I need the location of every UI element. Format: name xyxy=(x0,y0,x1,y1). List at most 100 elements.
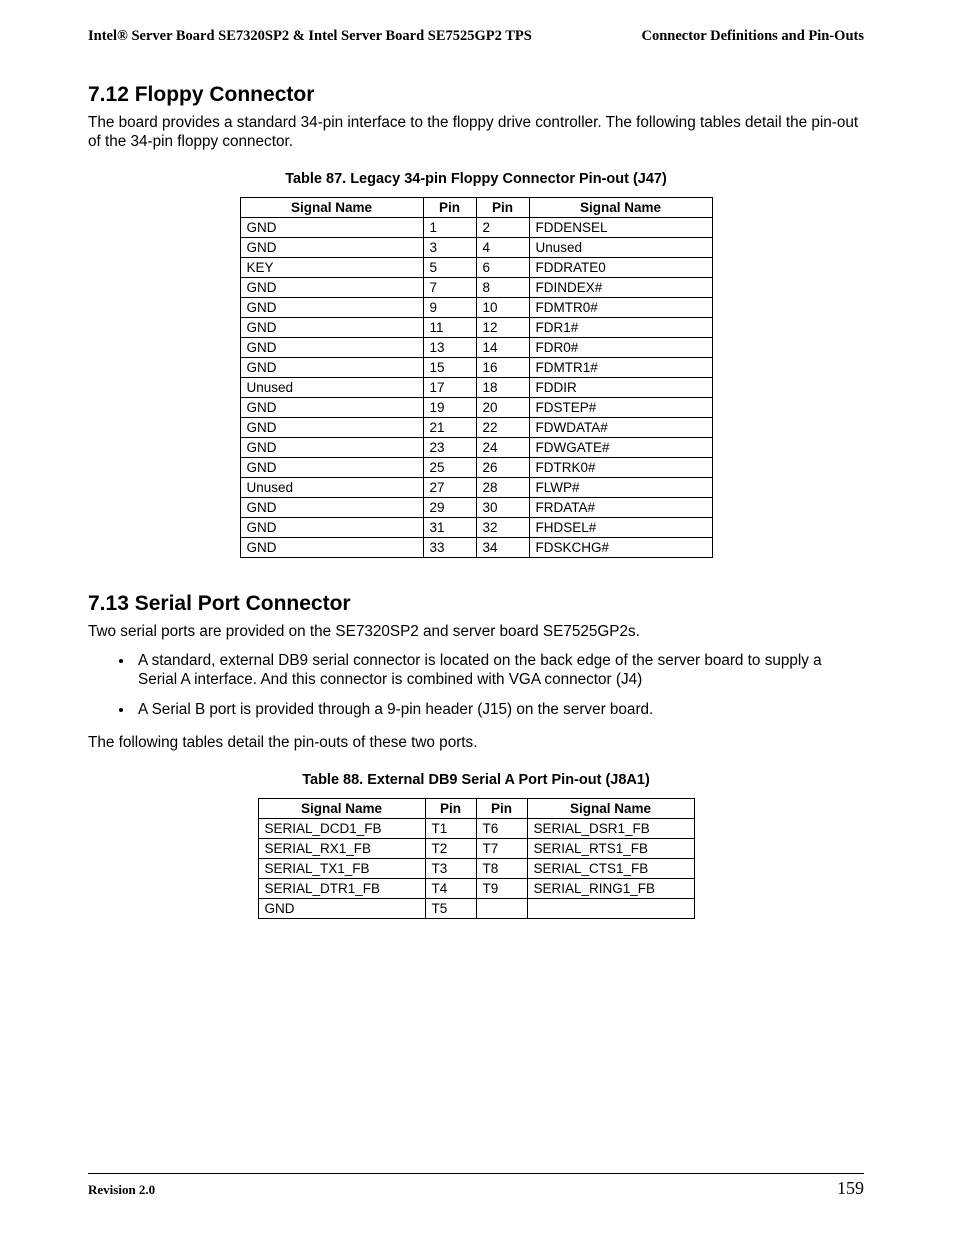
table-cell: 1 xyxy=(423,218,476,238)
table-cell: FDWGATE# xyxy=(529,438,712,458)
table-cell: GND xyxy=(240,538,423,558)
table-cell: GND xyxy=(240,278,423,298)
table-row: GND1112FDR1# xyxy=(240,318,712,338)
table-row: Unused1718FDDIR xyxy=(240,378,712,398)
section-heading-712: 7.12 Floppy Connector xyxy=(88,83,864,107)
table-header-cell: Pin xyxy=(476,198,529,218)
table-cell: 11 xyxy=(423,318,476,338)
table-cell: SERIAL_CTS1_FB xyxy=(527,858,694,878)
table-cell: T8 xyxy=(476,858,527,878)
table-cell: 13 xyxy=(423,338,476,358)
table-cell: SERIAL_RTS1_FB xyxy=(527,838,694,858)
table-cell: 20 xyxy=(476,398,529,418)
table-row: GND2122FDWDATA# xyxy=(240,418,712,438)
footer-page-number: 159 xyxy=(837,1178,864,1199)
table-row: SERIAL_RX1_FBT2T7SERIAL_RTS1_FB xyxy=(258,838,694,858)
table-cell: GND xyxy=(240,518,423,538)
table-row: GND1920FDSTEP# xyxy=(240,398,712,418)
table-row: SERIAL_TX1_FBT3T8SERIAL_CTS1_FB xyxy=(258,858,694,878)
table-header-cell: Signal Name xyxy=(240,198,423,218)
table-cell: SERIAL_RING1_FB xyxy=(527,878,694,898)
section-713-bullets: A standard, external DB9 serial connecto… xyxy=(88,651,864,718)
table-cell: 5 xyxy=(423,258,476,278)
table-cell: 17 xyxy=(423,378,476,398)
table-cell: 25 xyxy=(423,458,476,478)
page-content: Intel® Server Board SE7320SP2 & Intel Se… xyxy=(0,0,954,919)
table-cell: FDDIR xyxy=(529,378,712,398)
table-cell: 6 xyxy=(476,258,529,278)
table-cell: GND xyxy=(240,458,423,478)
table-cell: GND xyxy=(240,218,423,238)
table-header-cell: Signal Name xyxy=(529,198,712,218)
table-header-cell: Pin xyxy=(476,798,527,818)
table-header-cell: Pin xyxy=(425,798,476,818)
table-row: GND3334FDSKCHG# xyxy=(240,538,712,558)
table-row: GND3132FHDSEL# xyxy=(240,518,712,538)
table-row: GND1314FDR0# xyxy=(240,338,712,358)
table-row: GND12FDDENSEL xyxy=(240,218,712,238)
table-cell: FDMTR1# xyxy=(529,358,712,378)
table-cell: 8 xyxy=(476,278,529,298)
table-cell: GND xyxy=(258,898,425,918)
table-cell: 24 xyxy=(476,438,529,458)
table-cell: GND xyxy=(240,298,423,318)
table-row: GND2526FDTRK0# xyxy=(240,458,712,478)
table-cell xyxy=(527,898,694,918)
table-cell: 7 xyxy=(423,278,476,298)
table-row: SERIAL_DTR1_FBT4T9SERIAL_RING1_FB xyxy=(258,878,694,898)
table-cell: 18 xyxy=(476,378,529,398)
document-header: Intel® Server Board SE7320SP2 & Intel Se… xyxy=(88,28,864,45)
table-row: GND910FDMTR0# xyxy=(240,298,712,318)
table-cell: SERIAL_DSR1_FB xyxy=(527,818,694,838)
table-cell: FRDATA# xyxy=(529,498,712,518)
table-cell: SERIAL_TX1_FB xyxy=(258,858,425,878)
table-row: SERIAL_DCD1_FBT1T6SERIAL_DSR1_FB xyxy=(258,818,694,838)
table-88-caption: Table 88. External DB9 Serial A Port Pin… xyxy=(88,772,864,788)
table-cell: 22 xyxy=(476,418,529,438)
table-cell: FDR0# xyxy=(529,338,712,358)
table-87: Signal NamePinPinSignal NameGND12FDDENSE… xyxy=(240,197,713,558)
table-header-cell: Signal Name xyxy=(527,798,694,818)
table-cell: GND xyxy=(240,318,423,338)
table-cell: 27 xyxy=(423,478,476,498)
table-cell: 30 xyxy=(476,498,529,518)
table-cell: KEY xyxy=(240,258,423,278)
table-cell: SERIAL_DTR1_FB xyxy=(258,878,425,898)
table-cell: GND xyxy=(240,438,423,458)
footer-revision: Revision 2.0 xyxy=(88,1182,155,1198)
table-row: KEY56FDDRATE0 xyxy=(240,258,712,278)
table-cell: 14 xyxy=(476,338,529,358)
header-left: Intel® Server Board SE7320SP2 & Intel Se… xyxy=(88,28,532,45)
table-cell: 23 xyxy=(423,438,476,458)
table-row: GNDT5 xyxy=(258,898,694,918)
table-cell: GND xyxy=(240,398,423,418)
table-cell: Unused xyxy=(529,238,712,258)
table-cell: 28 xyxy=(476,478,529,498)
table-cell: Unused xyxy=(240,478,423,498)
table-row: GND1516FDMTR1# xyxy=(240,358,712,378)
table-cell: 15 xyxy=(423,358,476,378)
bullet-2: A Serial B port is provided through a 9-… xyxy=(134,700,864,719)
table-cell: GND xyxy=(240,338,423,358)
table-cell: FDSTEP# xyxy=(529,398,712,418)
section-713-para1: Two serial ports are provided on the SE7… xyxy=(88,622,864,641)
table-cell: GND xyxy=(240,418,423,438)
table-cell: T1 xyxy=(425,818,476,838)
table-cell: 2 xyxy=(476,218,529,238)
header-right: Connector Definitions and Pin-Outs xyxy=(642,28,865,45)
table-cell: 19 xyxy=(423,398,476,418)
table-cell: GND xyxy=(240,498,423,518)
table-87-caption: Table 87. Legacy 34-pin Floppy Connector… xyxy=(88,171,864,187)
table-cell: FDINDEX# xyxy=(529,278,712,298)
table-row: Unused2728FLWP# xyxy=(240,478,712,498)
table-cell: SERIAL_RX1_FB xyxy=(258,838,425,858)
table-cell: 4 xyxy=(476,238,529,258)
table-cell: Unused xyxy=(240,378,423,398)
table-cell: FDWDATA# xyxy=(529,418,712,438)
bullet-1: A standard, external DB9 serial connecto… xyxy=(134,651,864,689)
table-cell: T7 xyxy=(476,838,527,858)
table-cell: 16 xyxy=(476,358,529,378)
table-cell: 21 xyxy=(423,418,476,438)
table-cell: FDDRATE0 xyxy=(529,258,712,278)
table-header-cell: Pin xyxy=(423,198,476,218)
